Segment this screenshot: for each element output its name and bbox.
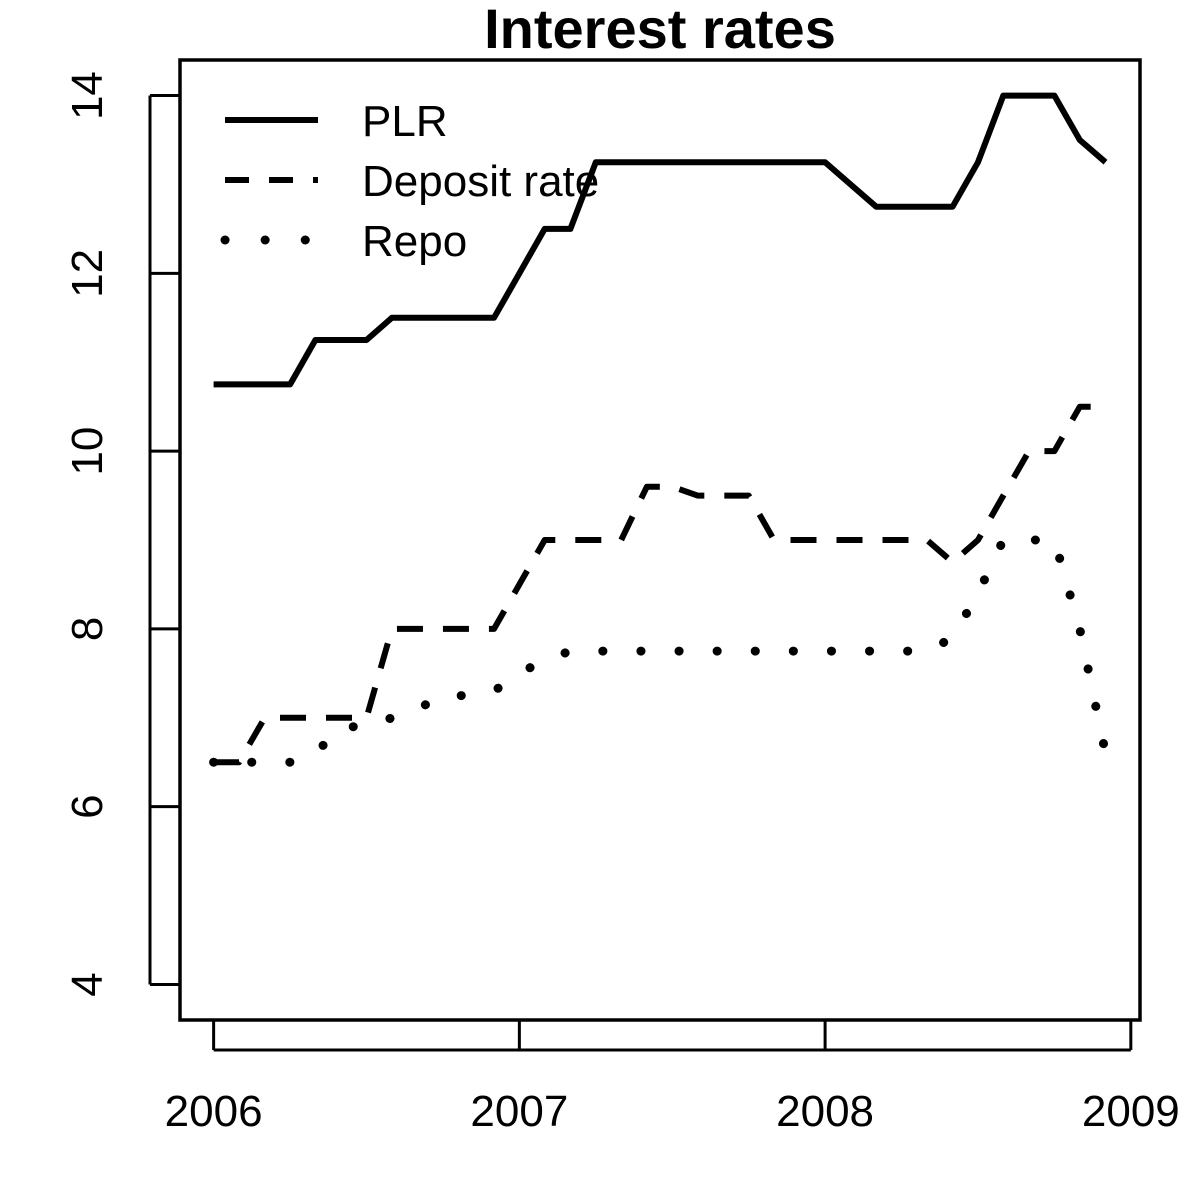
axes: 4 6 8 10 12 14 2006 2007 2008 2009 xyxy=(63,71,1180,1136)
legend-label: PLR xyxy=(362,97,448,146)
x-tick-label: 2009 xyxy=(1082,1087,1180,1136)
y-tick-label: 8 xyxy=(63,617,112,641)
series-line-plr xyxy=(213,92,1108,388)
y-tick-label: 4 xyxy=(63,972,112,996)
legend: PLR Deposit rate Repo xyxy=(220,97,599,266)
x-tick-label: 2007 xyxy=(470,1087,568,1136)
plot-frame xyxy=(178,58,1142,1022)
y-tick-label: 10 xyxy=(63,427,112,476)
series-line-repo xyxy=(209,535,1110,767)
x-tick-label: 2006 xyxy=(165,1087,263,1136)
series-line-deposit-rate xyxy=(213,403,1106,766)
y-tick-label: 14 xyxy=(63,71,112,120)
y-tick-label: 6 xyxy=(63,794,112,818)
chart-title: Interest rates xyxy=(484,0,836,60)
y-tick-label: 12 xyxy=(63,249,112,298)
legend-label: Repo xyxy=(362,217,467,266)
x-tick-label: 2008 xyxy=(776,1087,874,1136)
legend-label: Deposit rate xyxy=(362,157,599,206)
series-lines xyxy=(209,92,1110,767)
